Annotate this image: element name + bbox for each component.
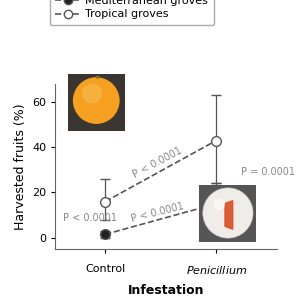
Circle shape <box>82 83 102 103</box>
Text: Infestation: Infestation <box>128 284 205 297</box>
Y-axis label: Harvested fruits (%): Harvested fruits (%) <box>14 103 27 230</box>
Text: $\it{Penicillium}$: $\it{Penicillium}$ <box>185 264 247 276</box>
Polygon shape <box>68 74 125 130</box>
Circle shape <box>203 188 253 238</box>
Circle shape <box>73 77 120 124</box>
Text: Control: Control <box>85 264 125 274</box>
Text: P < 0.0001: P < 0.0001 <box>63 214 117 224</box>
Polygon shape <box>199 184 257 242</box>
Circle shape <box>214 199 225 210</box>
Legend: Mediterranean groves, Tropical groves: Mediterranean groves, Tropical groves <box>50 0 214 25</box>
Text: P < 0.0001: P < 0.0001 <box>130 202 185 224</box>
Circle shape <box>96 76 99 79</box>
Text: P = 0.0001: P = 0.0001 <box>241 167 295 177</box>
Text: P < 0.0001: P < 0.0001 <box>131 146 184 180</box>
